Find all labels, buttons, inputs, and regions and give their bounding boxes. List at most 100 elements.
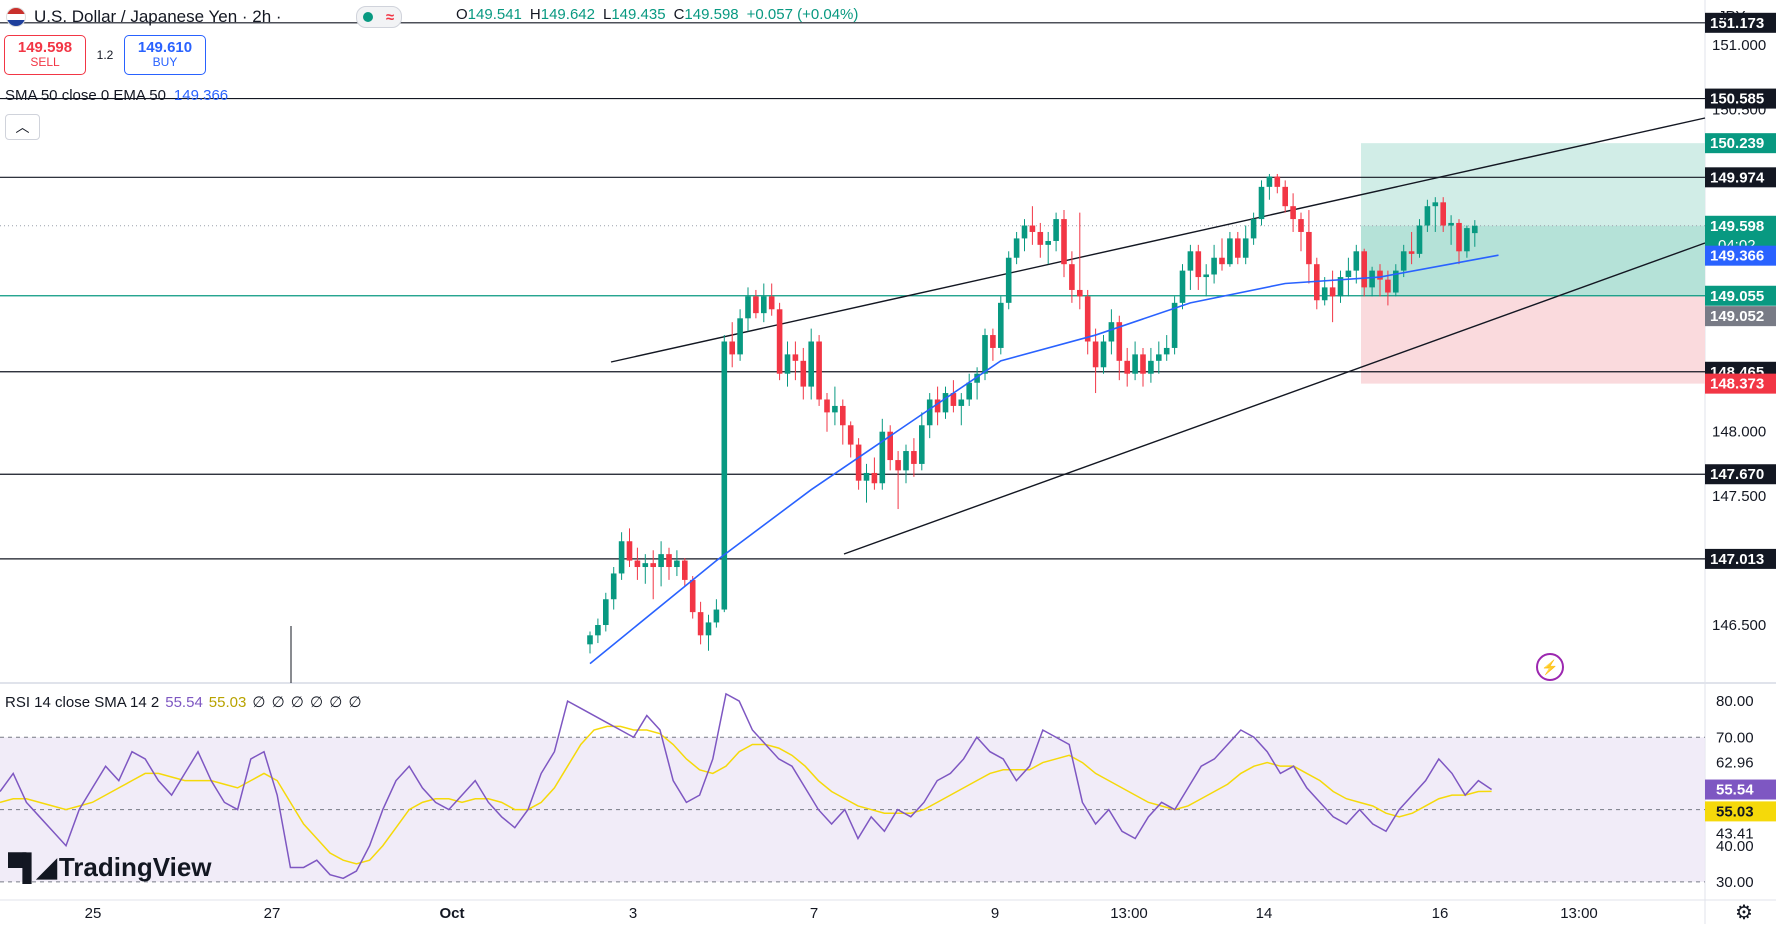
candle — [1353, 244, 1360, 284]
candle — [1361, 248, 1367, 297]
candle — [1385, 270, 1391, 306]
symbol-title[interactable]: U.S. Dollar / Japanese Yen · 2h · — [34, 7, 282, 26]
sell-price: 149.598 — [17, 39, 73, 56]
price-badge-label: 148.373 — [1710, 376, 1764, 393]
collapse-chevron-icon[interactable]: ︿ — [5, 114, 40, 140]
candle-body — [1100, 341, 1107, 368]
lightning-icon[interactable]: ⚡ — [1536, 653, 1564, 681]
candle — [603, 592, 609, 632]
candle-body — [634, 560, 641, 568]
sma-indicator-name: SMA 50 close 0 EMA 50 — [5, 87, 166, 104]
candle — [674, 550, 680, 577]
candle-body — [689, 579, 696, 613]
candle-body — [1400, 251, 1407, 271]
candle — [824, 393, 830, 432]
candle — [1274, 173, 1281, 194]
candle — [998, 296, 1004, 355]
candle — [729, 322, 735, 368]
currency-label[interactable]: JPY — [1718, 8, 1746, 25]
sell-label: SELL — [30, 55, 60, 69]
candle — [768, 283, 775, 316]
candle-body — [1258, 186, 1265, 220]
candle-body — [1077, 289, 1083, 297]
candle-body — [1092, 341, 1099, 368]
candle-body — [998, 302, 1004, 348]
buy-label: BUY — [152, 55, 178, 69]
candle-body — [1069, 264, 1075, 290]
candle-body — [1140, 354, 1146, 374]
rsi-indicator-legend[interactable]: RSI 14 close SMA 14 2 55.54 55.03 ∅ ∅ ∅ ∅ ∅… — [5, 693, 363, 711]
candle-body — [871, 472, 878, 484]
candle-body — [595, 625, 601, 636]
candle-body — [1045, 240, 1051, 245]
candle — [618, 532, 625, 580]
candle — [1100, 335, 1107, 374]
candle — [1321, 277, 1328, 306]
price-badge-label: 150.239 — [1710, 135, 1764, 152]
candle — [1187, 244, 1194, 290]
candle — [934, 386, 941, 426]
candle — [1400, 244, 1407, 278]
candle — [1077, 212, 1083, 310]
time-axis-tick-label: 25 — [85, 905, 102, 922]
level-badge — [1705, 88, 1776, 109]
rsi-sma-badge-label: 55.03 — [1716, 803, 1754, 820]
candle-body — [1290, 206, 1296, 220]
price-badge-sma — [1705, 245, 1776, 266]
candle — [855, 438, 862, 490]
candle-body — [737, 318, 743, 355]
candle — [1029, 206, 1036, 245]
rsi-band-background — [0, 737, 1705, 882]
candle — [784, 341, 791, 387]
candle — [950, 380, 957, 413]
tradingview-logo[interactable]: ▀▌◢ TradingView — [8, 852, 212, 883]
sell-button[interactable]: 149.598 SELL — [4, 35, 86, 75]
candle — [776, 302, 783, 381]
candle — [1179, 264, 1186, 310]
data-wave-icon: ≈ — [385, 8, 395, 26]
gear-icon[interactable]: ⚙ — [1735, 902, 1753, 924]
candle-body — [1187, 251, 1194, 271]
candle-body — [1456, 222, 1462, 252]
candle-body — [1108, 322, 1115, 342]
channel-upper-line — [610, 117, 1706, 363]
candle-body — [721, 341, 728, 610]
low-value: 149.435 — [611, 6, 666, 23]
market-status-icon[interactable]: ≈ — [355, 6, 402, 28]
time-axis-tick-label: 13:00 — [1560, 905, 1598, 922]
rsi-axis-tick-label: 43.41 — [1716, 825, 1754, 842]
buy-button[interactable]: 149.610 BUY — [124, 35, 206, 75]
candle-body — [919, 425, 925, 464]
candle — [1108, 309, 1115, 355]
candle-body — [1464, 228, 1470, 252]
close-value: 149.598 — [684, 6, 739, 23]
candle-body — [1369, 270, 1375, 288]
candle-body — [1393, 270, 1399, 293]
candle-body — [705, 622, 712, 636]
candle — [634, 547, 641, 580]
candle — [1116, 315, 1123, 381]
candle-body — [729, 341, 735, 355]
candle-body — [1227, 238, 1233, 265]
candle-body — [1061, 219, 1067, 265]
candle-body — [1195, 251, 1202, 278]
sma50-line — [589, 254, 1499, 665]
candle-body — [610, 573, 617, 600]
sma-indicator-legend[interactable]: SMA 50 close 0 EMA 50 149.366 — [5, 87, 228, 104]
candle-body — [1013, 238, 1020, 258]
candle-body — [1377, 270, 1383, 280]
candle — [1242, 225, 1249, 265]
channel-lower-line — [843, 242, 1706, 555]
candle-body — [1179, 270, 1186, 303]
symbol-header[interactable]: U.S. Dollar / Japanese Yen · 2h · ≈ — [6, 6, 402, 28]
price-axis-tick-label: 151.000 — [1712, 37, 1766, 54]
candle-body — [1148, 360, 1154, 374]
time-axis-tick-label: 14 — [1256, 905, 1273, 922]
candle-body — [958, 399, 965, 406]
candle — [1203, 264, 1209, 297]
candle-body — [1037, 231, 1044, 245]
rsi-sma-value: 55.03 — [208, 694, 247, 711]
candle — [1290, 193, 1296, 232]
